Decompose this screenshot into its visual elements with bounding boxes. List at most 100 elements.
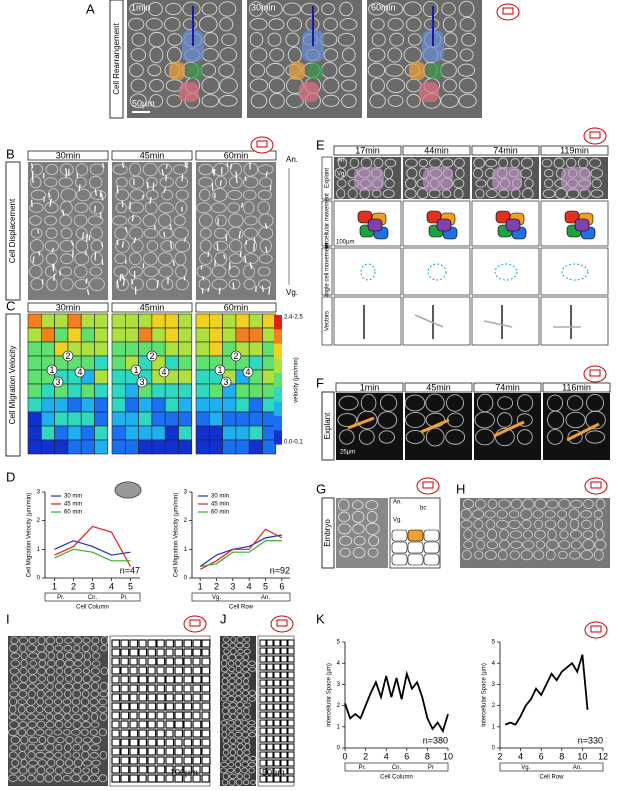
- column-header: [111, 150, 193, 161]
- binary-cell: [273, 663, 281, 671]
- cell-outline: [147, 64, 162, 77]
- cell-outline: [338, 511, 351, 523]
- cell-outline: [28, 683, 36, 690]
- colorbar-segment: [274, 430, 282, 445]
- cell-outline: [227, 660, 235, 667]
- x-tick-label: 4: [109, 581, 114, 591]
- binary-cell: [201, 657, 211, 666]
- binary-cell: [201, 693, 211, 702]
- displacement-vector: [99, 190, 102, 198]
- cell-outline: [222, 702, 230, 708]
- binary-cell: [201, 702, 211, 711]
- cell-outline: [250, 47, 268, 63]
- cell-outline: [89, 163, 105, 176]
- binary-cell: [280, 759, 288, 767]
- row-label: Embryo: [323, 519, 332, 547]
- velocity-cell: [54, 313, 69, 329]
- binary-cell: [273, 695, 281, 703]
- cell-outline: [90, 721, 100, 728]
- cell-outline: [591, 178, 602, 189]
- cell-outline: [235, 642, 244, 649]
- cell-outline: [46, 659, 56, 668]
- binary-cell: [138, 702, 147, 711]
- cell-outline: [82, 637, 91, 644]
- y-axis-title: Cell Migration Velocity (µm/min): [27, 493, 33, 577]
- binary-cell: [287, 655, 295, 663]
- cell-outline: [334, 167, 347, 179]
- binary-cell: [192, 684, 201, 693]
- binary-cell: [138, 756, 148, 765]
- binary-cell: [147, 711, 156, 720]
- y-tick-label: 3: [337, 682, 341, 688]
- cell-outline: [248, 732, 257, 738]
- cell-outline: [338, 63, 356, 78]
- binary-cell: [259, 647, 267, 655]
- binary-cell: [111, 675, 120, 684]
- velocity-cell: [67, 327, 82, 343]
- binary-cell: [192, 648, 202, 657]
- column-header: [335, 382, 404, 393]
- binary-cell: [111, 765, 120, 774]
- row-label: Vectors: [325, 311, 331, 331]
- displacement-vector: [153, 225, 156, 230]
- cell-outline: [214, 214, 227, 227]
- velocity-cell: [209, 383, 223, 399]
- column-header: [27, 302, 109, 313]
- cell-outline: [269, 48, 285, 62]
- binary-cell: [183, 702, 193, 711]
- binary-cell: [138, 657, 147, 666]
- cell-outline: [115, 176, 128, 188]
- binary-cell: [147, 720, 156, 729]
- velocity-cell: [248, 411, 263, 427]
- cell-outline: [175, 189, 189, 201]
- cell-outline: [158, 213, 172, 228]
- cell-outline: [44, 265, 57, 278]
- cell-outline: [8, 713, 19, 721]
- cell-outline: [149, 94, 164, 108]
- cell-outline: [380, 394, 398, 412]
- displacement-vector: [30, 199, 33, 208]
- velocity-cell: [111, 411, 126, 427]
- cell-outline: [543, 168, 554, 178]
- row-label-box: [321, 247, 333, 296]
- highlight-cells: [423, 167, 453, 191]
- cell-outline: [223, 648, 230, 655]
- binary-cell: [287, 687, 295, 695]
- cell-outline: [247, 720, 256, 726]
- binary-cell: [273, 639, 281, 647]
- cell-outline: [581, 519, 592, 530]
- cell-outline: [534, 529, 546, 540]
- binary-cell: [156, 711, 165, 720]
- cell-outline: [580, 550, 594, 560]
- cell-outline: [453, 178, 465, 189]
- binary-cell: [273, 703, 281, 711]
- cell-outline: [510, 498, 523, 510]
- cell-number: 4: [77, 367, 82, 377]
- binary-cell: [165, 738, 175, 747]
- time-label: 30min: [251, 2, 276, 12]
- cell-outline: [45, 713, 54, 721]
- legend-label: 60 min: [211, 510, 229, 516]
- cell-outline: [547, 429, 564, 445]
- binary-cell: [259, 743, 267, 751]
- cell-outline: [516, 413, 533, 427]
- cell-outline: [89, 744, 100, 751]
- binary-cell: [120, 747, 130, 756]
- cell-outline: [112, 164, 128, 175]
- displacement-vector: [37, 250, 41, 256]
- cell-outline: [9, 690, 19, 698]
- binary-cell: [138, 738, 147, 747]
- cell-outline: [230, 636, 237, 643]
- cell-outline: [18, 766, 28, 775]
- cell-outline: [228, 265, 240, 278]
- colorbar-segment: [274, 315, 282, 330]
- cell-outline: [243, 189, 257, 201]
- cell-outline: [580, 510, 592, 519]
- binary-cell: [165, 693, 174, 702]
- cell-number-marker: [136, 376, 148, 388]
- cell-outline: [341, 93, 357, 108]
- cell-outline: [557, 550, 568, 560]
- velocity-cell: [27, 327, 42, 343]
- cell-outline: [17, 728, 27, 737]
- x-tick-label: 6: [279, 581, 284, 591]
